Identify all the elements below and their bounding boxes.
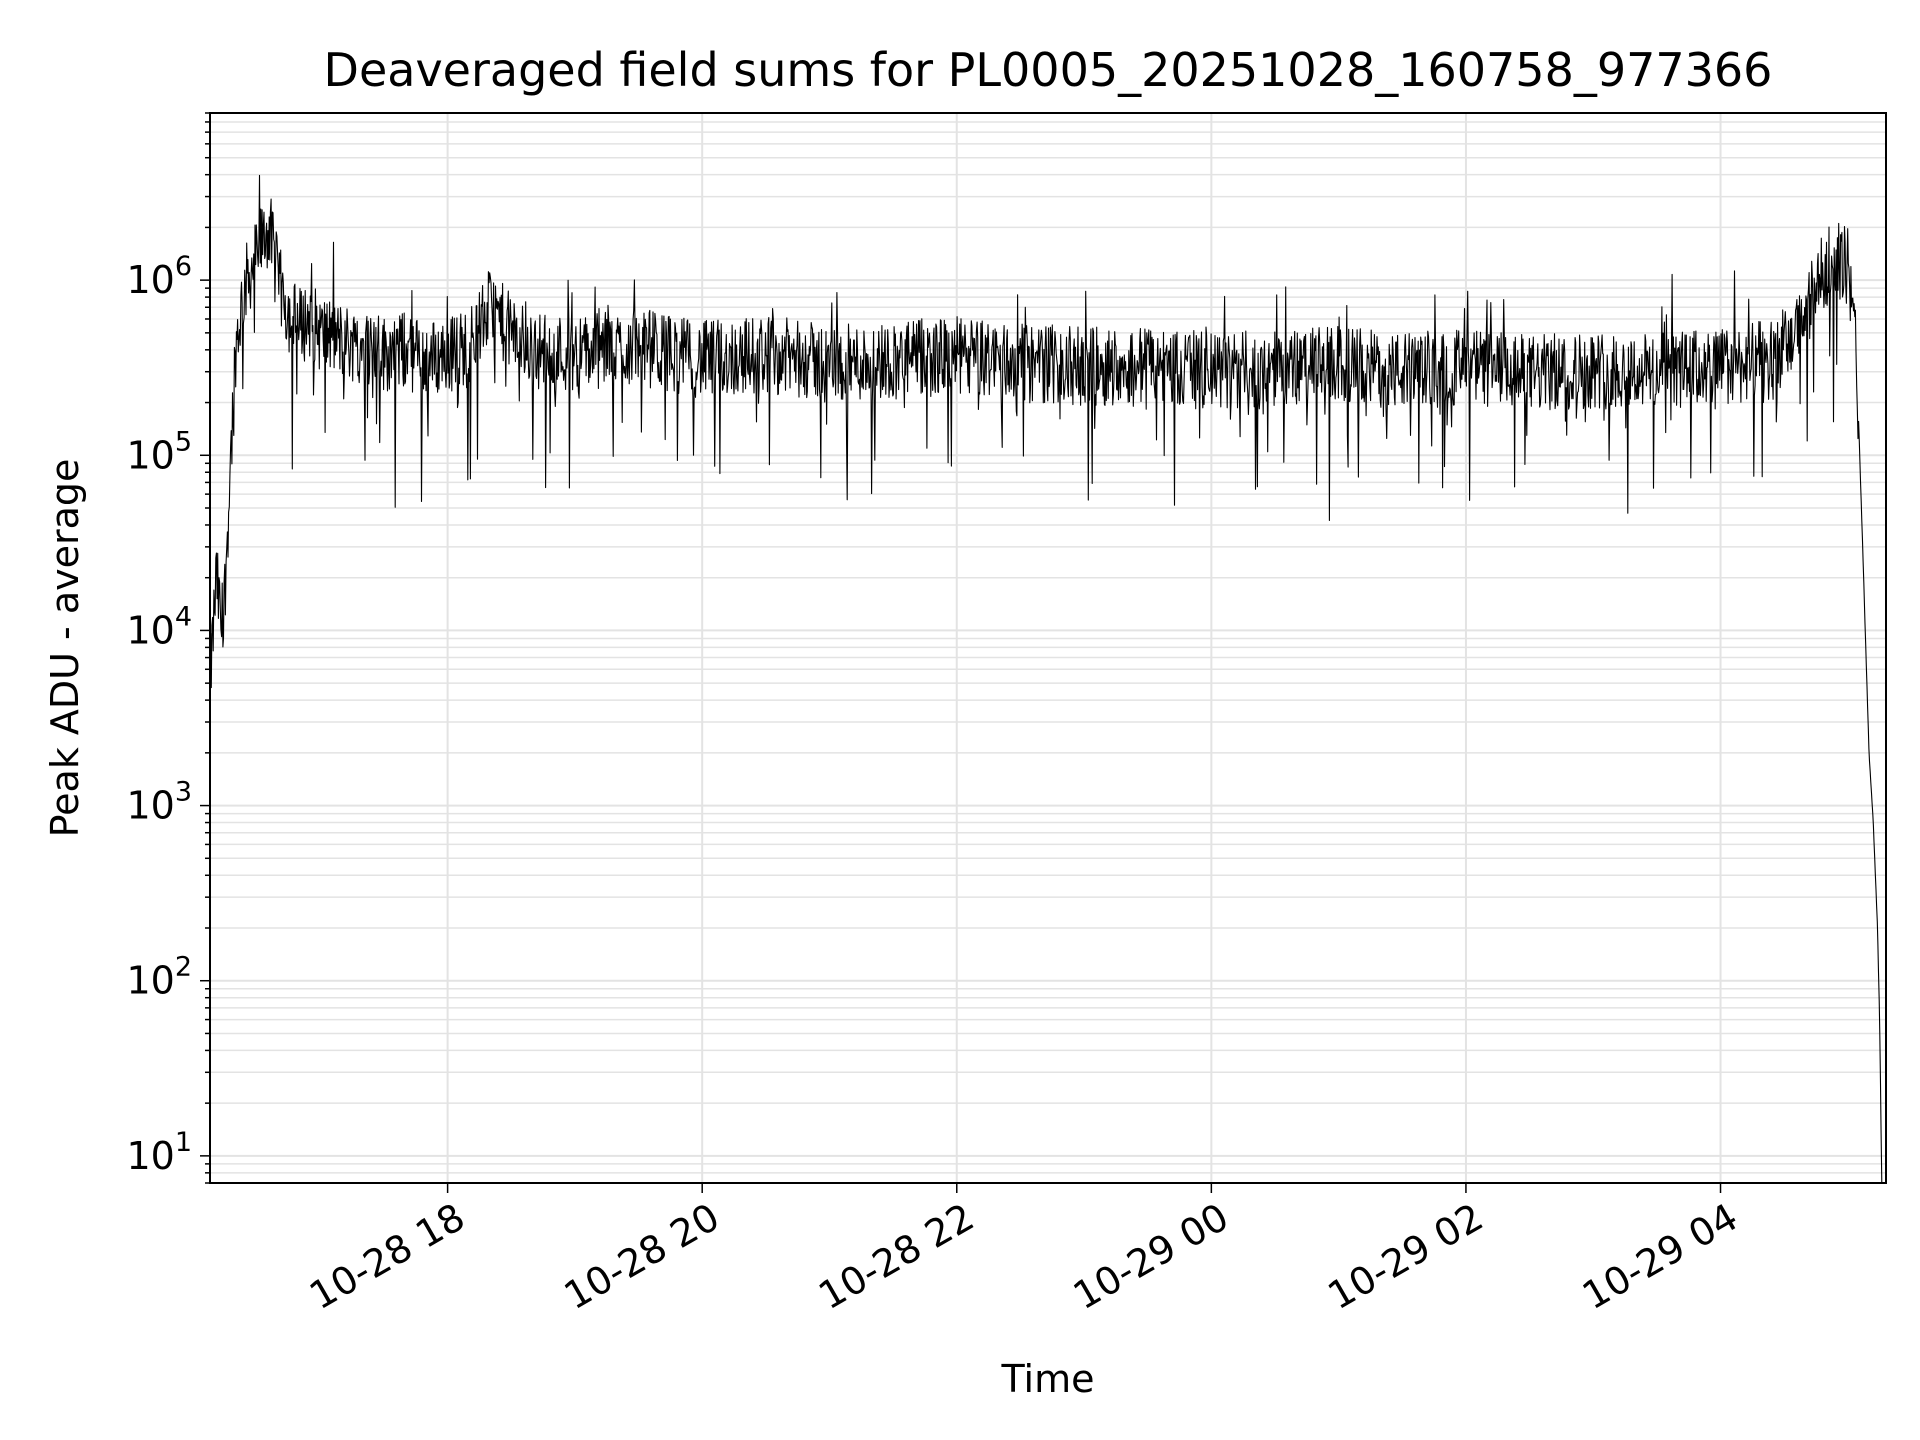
- chart-title: Deaveraged field sums for PL0005_2025102…: [324, 43, 1773, 97]
- x-tick-label: 10-28 18: [302, 1195, 472, 1319]
- y-tick-label: 104: [126, 601, 192, 652]
- y-tick-label: 101: [126, 1127, 192, 1178]
- x-tick-label: 10-29 04: [1575, 1195, 1745, 1319]
- x-tick-label: 10-29 00: [1066, 1195, 1236, 1319]
- y-axis: 101 102 103 104 105 106: [126, 112, 210, 1184]
- x-axis-label: Time: [1001, 1357, 1095, 1401]
- y-tick-label: 105: [126, 426, 192, 477]
- x-tick-label: 10-28 20: [557, 1195, 727, 1319]
- series-layer: [209, 174, 1883, 1184]
- x-tick-label: 10-29 02: [1320, 1195, 1490, 1319]
- y-axis-label: Peak ADU - average: [43, 459, 87, 838]
- x-axis: 10-28 18 10-28 20 10-28 22 10-29 00 10-29 02…: [302, 1183, 1745, 1318]
- y-tick-label: 102: [126, 952, 192, 1003]
- x-tick-label: 10-28 22: [811, 1195, 981, 1319]
- y-tick-label: 103: [126, 777, 192, 828]
- series-line: [209, 174, 1883, 1184]
- grid: [210, 112, 1886, 1184]
- y-tick-label: 106: [126, 251, 192, 302]
